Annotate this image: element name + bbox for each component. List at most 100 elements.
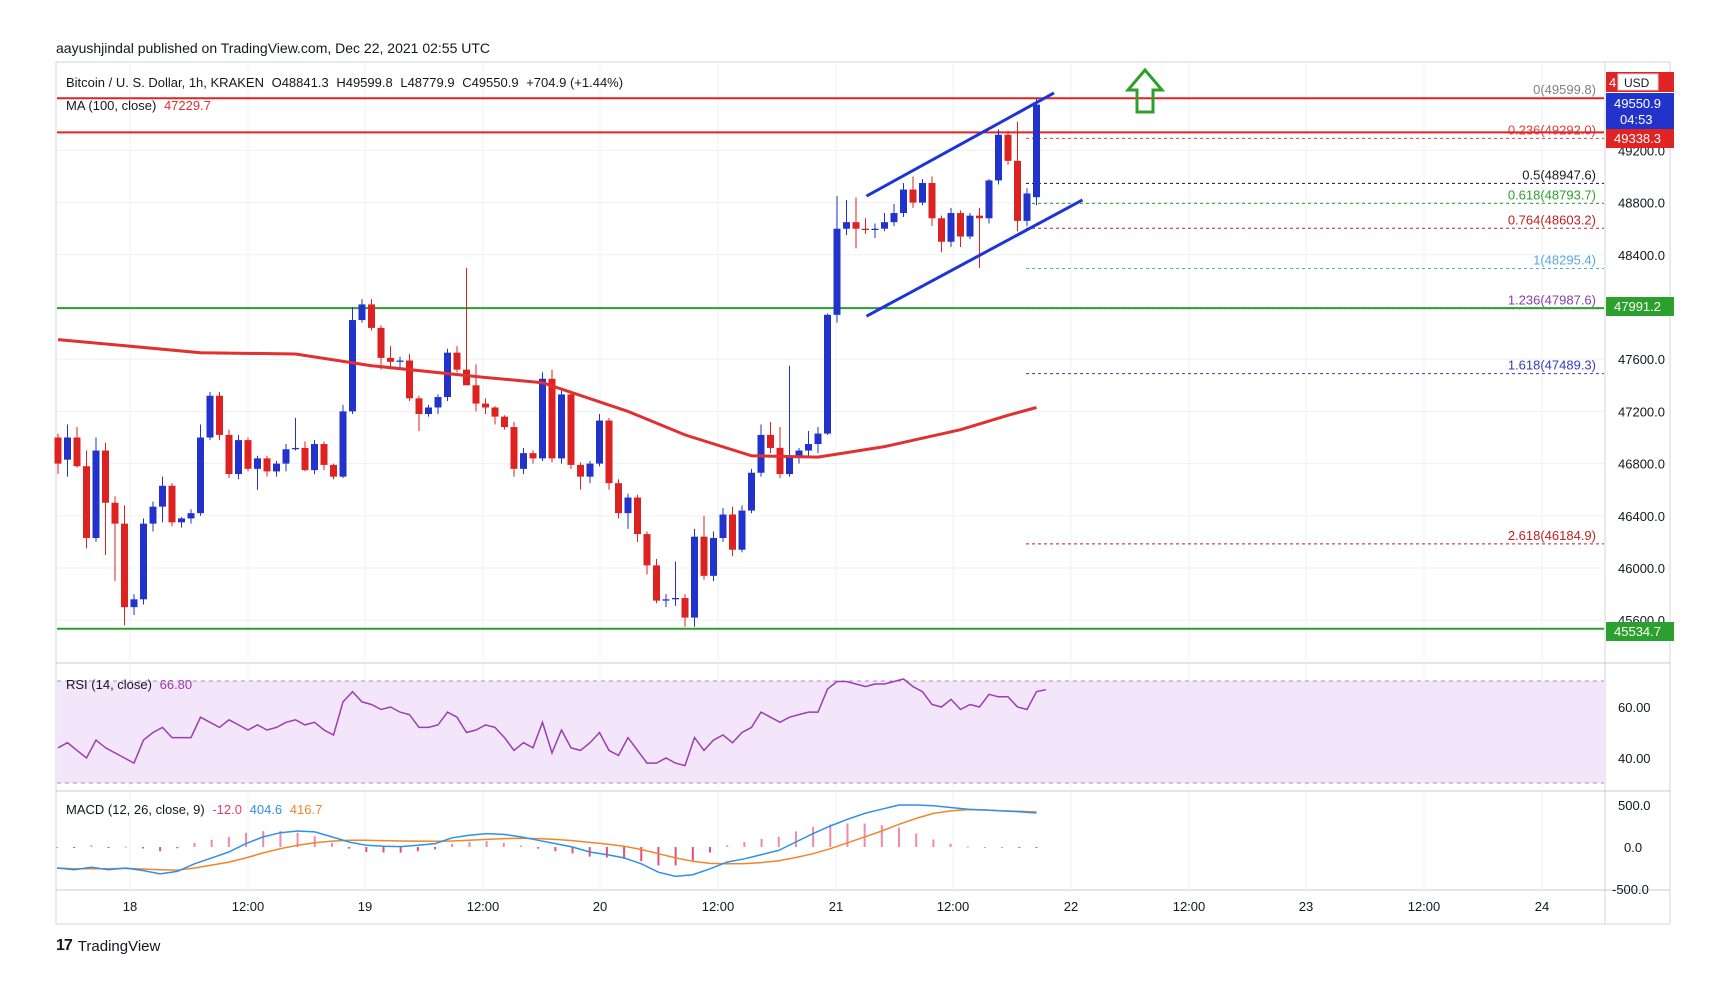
macd-hist-bar [726,845,729,847]
candle-body [216,395,223,435]
fib-level-label: 0.764(48603.2) [1508,212,1596,227]
candle-body [843,222,850,229]
up-arrow-icon [1124,67,1166,114]
candle-body [510,427,518,469]
candle-body [605,420,613,484]
macd-hist-bar [451,843,454,847]
candle-body [225,434,233,475]
candle-body [700,536,708,576]
ma100-line [57,338,1037,459]
candle-body [254,458,261,469]
candle-body [824,314,831,434]
candle-body [368,304,375,328]
macd-hist-bar [640,847,643,862]
candle-body [909,189,917,203]
tradingview-logo[interactable]: 17 TradingView [56,937,160,955]
macd-hist-bar [193,842,196,847]
current-price: 49550.9 [1614,96,1661,111]
price-tick: 46400.0 [1618,509,1665,524]
candle-body [330,464,337,477]
price-tick: 47200.0 [1618,404,1665,419]
publish-header: aayushjindal published on TradingView.co… [56,40,491,56]
macd-hist-bar [227,836,230,847]
ma-legend[interactable]: MA (100, close) 47229.7 [66,98,215,113]
candle-body [548,378,556,459]
candle-body [396,360,404,362]
fib-level-label: 1.618(47489.3) [1508,358,1596,373]
macd-hist-bar [73,847,76,848]
candle-body [92,450,100,538]
macd-hist-bar [983,847,986,848]
candle-body [938,218,945,242]
macd-hist-bar [966,846,969,848]
macd-hist-bar [777,836,780,847]
candle-body [814,433,822,445]
candle-body [577,464,584,477]
ma-value: 47229.7 [163,98,211,113]
ohlc-low: L48779.9 [400,75,455,90]
macd-hist-bar [863,823,866,847]
currency-badge[interactable]: 4 USD [1606,72,1674,92]
time-tick: 12:00 [1408,899,1441,914]
macd-hist-bar [537,847,540,849]
macd-label: MACD (12, 26, close, 9) [66,802,205,817]
macd-hist-bar [348,847,351,849]
rsi-legend[interactable]: RSI (14, close) 66.80 [66,677,196,692]
time-tick: 22 [1064,899,1078,914]
candle-body [292,447,299,450]
macd-hist-bar [519,845,522,847]
macd-hist-bar [399,847,402,853]
candle-body [187,513,195,519]
candle-body [757,434,765,473]
time-tick: 23 [1299,899,1313,914]
candle-body [928,183,936,219]
macd-line [56,804,1037,878]
time-tick: 12:00 [702,899,735,914]
macd-legend[interactable]: MACD (12, 26, close, 9) -12.0 404.6 416.… [66,802,326,817]
macd-tick: -500.0 [1612,882,1649,897]
candle-body [833,228,841,315]
candle-body [1033,104,1040,198]
macd-hist-bar [657,847,660,866]
currency-label: USD [1624,76,1650,90]
candle-body [586,463,594,477]
macd-hist-bar [176,847,179,849]
candle-body [919,183,926,203]
channel-upper-line [865,91,1055,198]
candle-body [501,416,508,428]
candle-body [776,447,784,475]
candle-body [149,506,157,524]
rsi-band [57,681,1604,783]
macd-tick: 0.0 [1624,840,1642,855]
symbol-legend[interactable]: Bitcoin / U. S. Dollar, 1h, KRAKEN O4884… [66,75,627,90]
candle-body [871,228,879,231]
macd-hist-bar [915,833,918,847]
fib-level-label: 0.618(48793.7) [1508,187,1596,202]
price-tick: 46000.0 [1618,561,1665,576]
candle-body [472,385,480,404]
macd-signal-value: 416.7 [289,802,323,817]
support-lower-price: 45534.7 [1614,624,1661,639]
fib-level-label: 2.618(46184.9) [1508,528,1596,543]
candle-body [54,437,62,464]
macd-hist-bar [1035,847,1038,849]
candle-body [662,599,670,601]
price-tick: 47600.0 [1618,352,1665,367]
macd-hist-bar [846,823,849,847]
candle-body [881,222,888,229]
time-tick: 12:00 [937,899,970,914]
candle-body [415,398,423,415]
candle-body [282,449,290,464]
candle-body [387,357,394,362]
macd-hist-bar [159,847,162,852]
macd-hist-bar [1018,847,1021,848]
candle-body [643,534,651,566]
candle-body [111,502,119,524]
fib-level-label: 1(48295.4) [1533,252,1596,267]
time-tick: 12:00 [232,899,265,914]
candle-body [197,437,204,514]
candle-body [729,514,736,550]
macd-hist-bar [90,845,93,847]
macd-hist-bar [623,847,626,859]
